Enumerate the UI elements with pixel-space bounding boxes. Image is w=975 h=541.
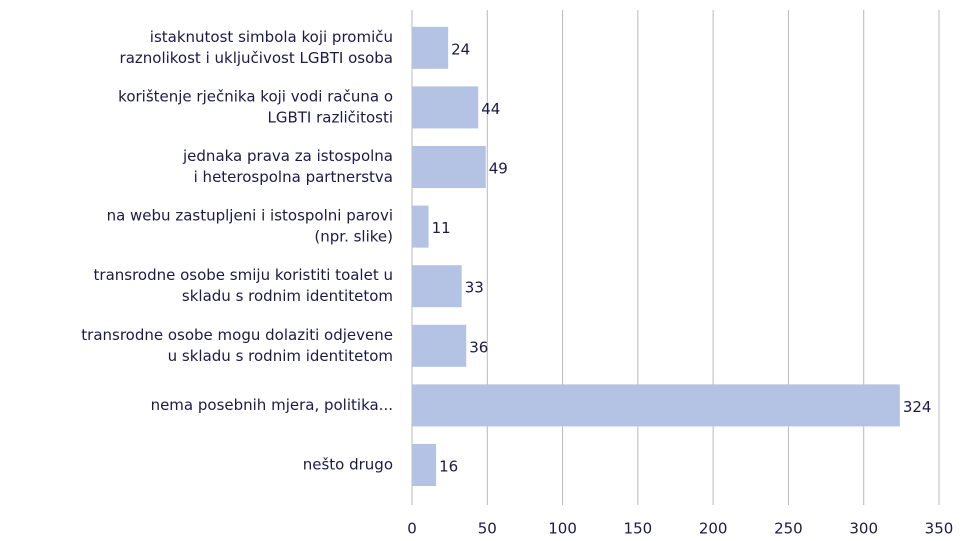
x-tick-label: 0 [407, 520, 417, 538]
bar [412, 324, 467, 367]
x-tick-label: 50 [478, 520, 497, 538]
bar [412, 86, 479, 129]
x-tick-label: 250 [774, 520, 803, 538]
y-tick-label: korištenje rječnika koji vodi računa o [118, 87, 393, 105]
data-label: 11 [432, 219, 451, 237]
data-label: 24 [451, 40, 470, 58]
y-tick-label: na webu zastupljeni i istospolni parovi [107, 207, 393, 225]
data-label: 36 [469, 338, 488, 356]
bar [412, 26, 449, 69]
y-tick-label: LGBTI različitosti [267, 108, 393, 126]
y-tick-label: istaknutost simbola koji promiču [150, 28, 393, 46]
y-tick-label: raznolikost i uključivost LGBTI osoba [120, 49, 393, 67]
y-tick-label: nešto drugo [303, 456, 393, 474]
y-tick-label: jednaka prava za istospolna [182, 147, 393, 165]
y-tick-label: i heterospolna partnerstva [194, 168, 393, 186]
data-label: 16 [439, 458, 458, 476]
bar [412, 205, 429, 248]
data-label: 33 [465, 279, 484, 297]
data-label: 44 [481, 100, 500, 118]
x-tick-label: 200 [699, 520, 728, 538]
x-tick-label: 150 [624, 520, 653, 538]
x-tick-label: 100 [548, 520, 577, 538]
x-tick-label: 350 [925, 520, 954, 538]
y-tick-label: transrodne osobe mogu dolaziti odjevene [81, 326, 393, 344]
y-tick-label: nema posebnih mjera, politika... [151, 396, 393, 414]
bar [412, 146, 486, 188]
y-tick-label: (npr. slike) [314, 228, 393, 246]
y-tick-label: skladu s rodnim identitetom [182, 287, 393, 305]
data-label: 49 [489, 160, 508, 178]
y-tick-label: transrodne osobe smiju koristiti toalet … [94, 266, 393, 284]
x-tick-label: 300 [849, 520, 878, 538]
bar [412, 384, 900, 427]
bar [412, 444, 437, 486]
bar [412, 265, 462, 308]
y-tick-label: u skladu s rodnim identitetom [168, 347, 393, 365]
data-label: 324 [903, 398, 932, 416]
